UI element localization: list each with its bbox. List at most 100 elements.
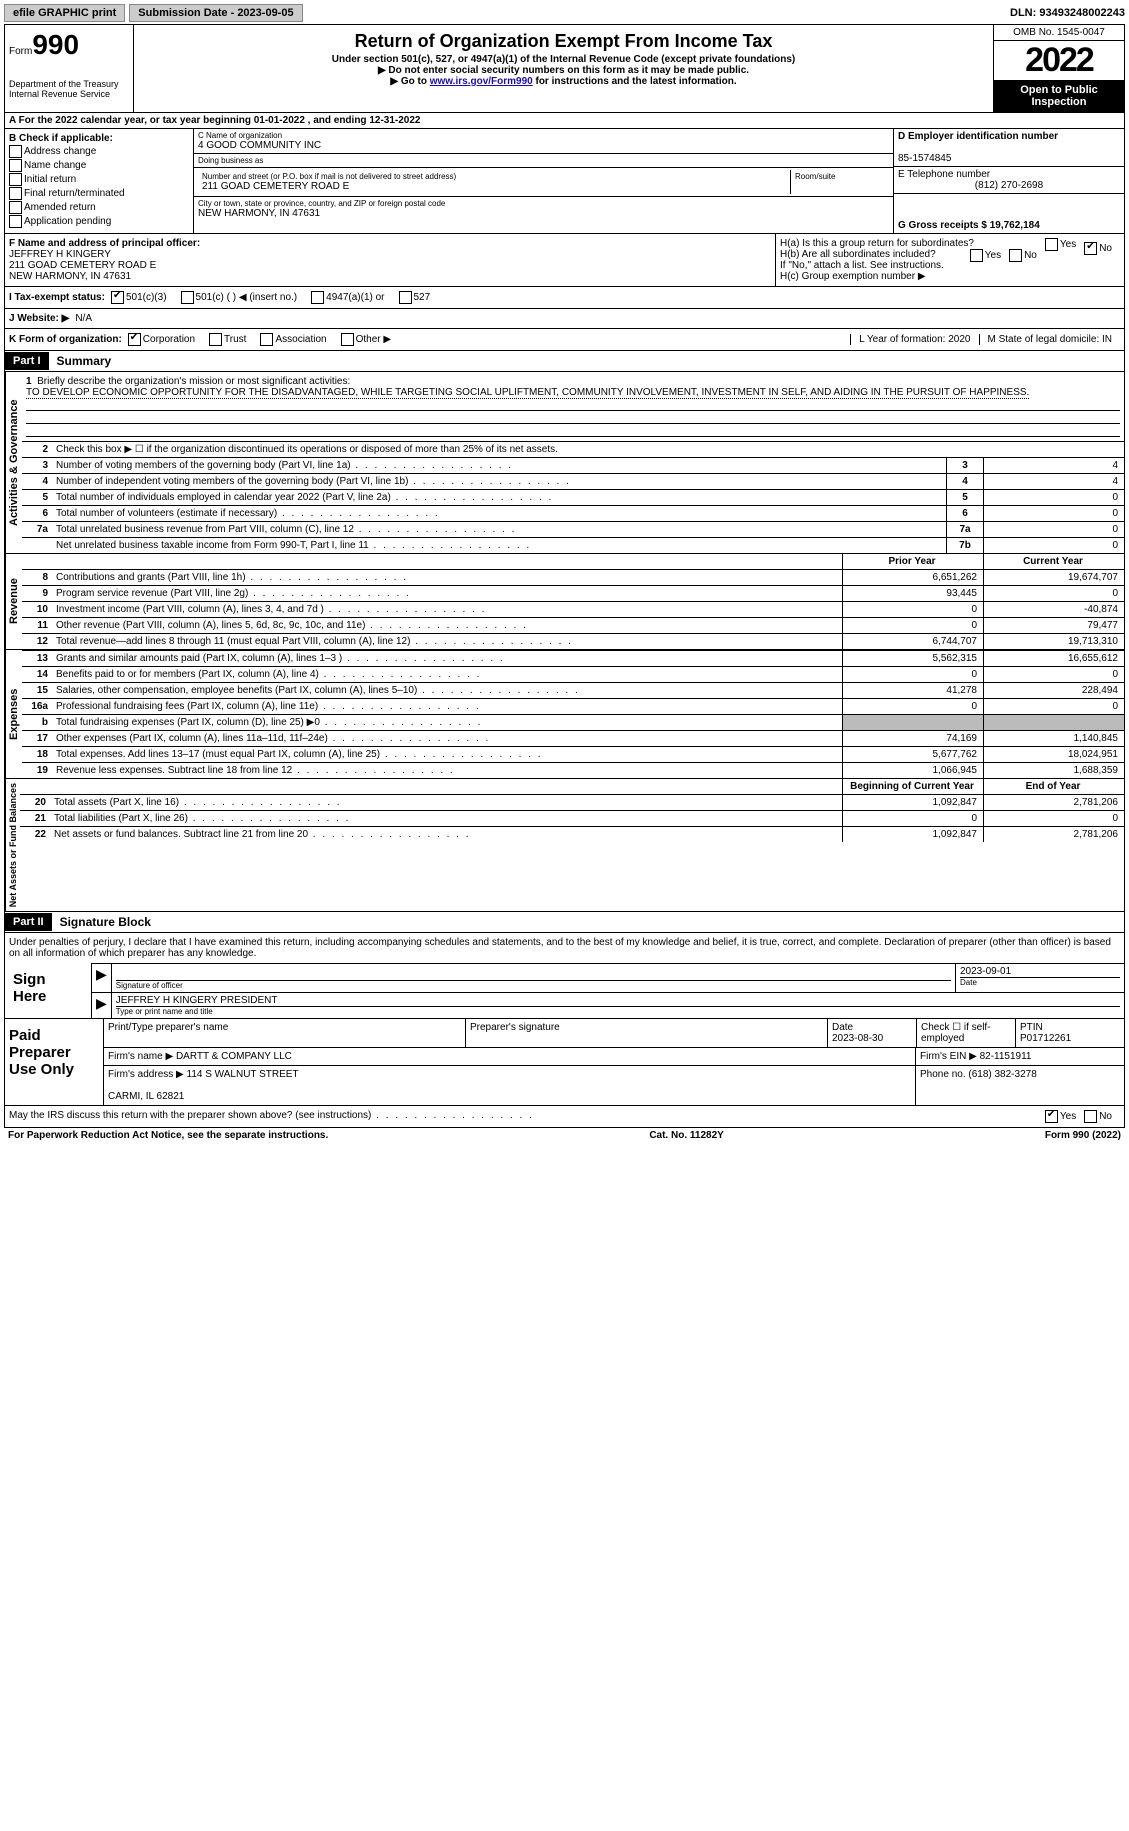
top-toolbar: efile GRAPHIC print Submission Date - 20…: [4, 4, 1125, 22]
year-formation: L Year of formation: 2020: [850, 334, 978, 345]
vtab-netassets: Net Assets or Fund Balances: [5, 779, 20, 911]
irs-link[interactable]: www.irs.gov/Form990: [430, 76, 533, 87]
cb-association[interactable]: Association: [260, 333, 326, 346]
vtab-revenue: Revenue: [5, 554, 22, 649]
ha-no[interactable]: No: [1084, 242, 1112, 255]
preparer-block: Paid Preparer Use Only Print/Type prepar…: [4, 1019, 1125, 1106]
cb-address-change[interactable]: Address change: [9, 145, 189, 158]
section-governance: Activities & Governance 1 Briefly descri…: [4, 372, 1125, 554]
exp-table: 13Grants and similar amounts paid (Part …: [22, 650, 1124, 778]
arrow-icon-2: ▶: [92, 993, 112, 1018]
firm-ein: Firm's EIN ▶ 82-1151911: [916, 1048, 1124, 1065]
officer-addr1: 211 GOAD CEMETERY ROAD E: [9, 260, 156, 271]
f-label: F Name and address of principal officer:: [9, 238, 200, 249]
cb-final-return[interactable]: Final return/terminated: [9, 187, 189, 200]
gov-table: 2Check this box ▶ ☐ if the organization …: [22, 441, 1124, 553]
dln: DLN: 93493248002243: [1010, 7, 1125, 19]
sig-date-label: Date: [960, 977, 1120, 987]
hb-no[interactable]: No: [1009, 249, 1037, 262]
footer-bar: For Paperwork Reduction Act Notice, see …: [4, 1128, 1125, 1143]
discuss-no[interactable]: No: [1084, 1110, 1112, 1123]
korg-label: K Form of organization:: [9, 334, 122, 345]
preparer-label: Paid Preparer Use Only: [5, 1019, 103, 1105]
cb-corporation[interactable]: Corporation: [128, 333, 195, 346]
efile-button[interactable]: efile GRAPHIC print: [4, 4, 125, 22]
part2-title: Signature Block: [52, 912, 159, 932]
firm-name: Firm's name ▶ DARTT & COMPANY LLC: [104, 1048, 916, 1065]
discuss-yes[interactable]: Yes: [1045, 1110, 1076, 1123]
phone-value: (812) 270-2698: [898, 180, 1120, 191]
hb-note: If "No," attach a list. See instructions…: [780, 260, 1120, 271]
phone-label: E Telephone number: [898, 169, 1120, 180]
part1-title: Summary: [49, 351, 120, 371]
cb-initial-return[interactable]: Initial return: [9, 173, 189, 186]
tax-exempt-status: I Tax-exempt status: 501(c)(3) 501(c) ( …: [4, 287, 1125, 309]
part2-tag: Part II: [5, 913, 52, 931]
hb-yes[interactable]: Yes: [970, 249, 1001, 262]
ein-value: 85-1574845: [898, 153, 951, 164]
cy-header: Current Year: [984, 554, 1125, 570]
cb-amended-return[interactable]: Amended return: [9, 201, 189, 214]
dba-label: Doing business as: [198, 156, 889, 165]
section-revenue: Revenue Prior YearCurrent Year 8Contribu…: [4, 554, 1125, 650]
cb-4947[interactable]: 4947(a)(1) or: [311, 291, 384, 304]
signature-block: Under penalties of perjury, I declare th…: [4, 933, 1125, 1019]
cb-application-pending[interactable]: Application pending: [9, 215, 189, 228]
subtitle-1: Under section 501(c), 527, or 4947(a)(1)…: [138, 54, 989, 65]
form-header: Form990 Department of the Treasury Inter…: [4, 24, 1125, 113]
firm-phone: Phone no. (618) 382-3278: [916, 1066, 1124, 1105]
cb-527[interactable]: 527: [399, 291, 431, 304]
ha-yes[interactable]: Yes: [1045, 238, 1076, 251]
form-number: 990: [32, 29, 79, 60]
c-name-label: C Name of organization: [198, 131, 889, 140]
bcy-header: Beginning of Current Year: [843, 779, 984, 795]
street-value: 211 GOAD CEMETERY ROAD E: [202, 181, 786, 192]
ha-label: H(a) Is this a group return for subordin…: [780, 238, 974, 249]
officer-name: JEFFREY H KINGERY: [9, 249, 111, 260]
cb-trust[interactable]: Trust: [209, 333, 246, 346]
prep-date: Date 2023-08-30: [828, 1019, 917, 1047]
sig-declaration: Under penalties of perjury, I declare th…: [5, 933, 1124, 963]
website-row: J Website: ▶ N/A: [4, 309, 1125, 329]
part1-header: Part I Summary: [4, 351, 1125, 372]
form-of-org-row: K Form of organization: Corporation Trus…: [4, 329, 1125, 351]
officer-addr2: NEW HARMONY, IN 47631: [9, 271, 131, 282]
cb-501c3[interactable]: 501(c)(3): [111, 291, 167, 304]
goto-post: for instructions and the latest informat…: [533, 76, 737, 87]
form-word: Form: [9, 46, 32, 57]
prep-sig-label: Preparer's signature: [466, 1019, 828, 1047]
org-name: 4 GOOD COMMUNITY INC: [198, 140, 889, 151]
hb-label: H(b) Are all subordinates included?: [780, 249, 936, 260]
vtab-expenses: Expenses: [5, 650, 22, 778]
dept-treasury: Department of the Treasury Internal Reve…: [9, 79, 129, 99]
website-value: N/A: [75, 313, 92, 324]
cb-other[interactable]: Other ▶: [341, 333, 391, 346]
discuss-row: May the IRS discuss this return with the…: [4, 1106, 1125, 1128]
street-label: Number and street (or P.O. box if mail i…: [202, 172, 786, 181]
eoy-header: End of Year: [984, 779, 1125, 795]
tax-year: 2022: [994, 41, 1124, 80]
cb-name-change[interactable]: Name change: [9, 159, 189, 172]
ein-label: D Employer identification number: [898, 131, 1058, 142]
cat-no: Cat. No. 11282Y: [649, 1130, 723, 1141]
na-table: Beginning of Current YearEnd of Year 20T…: [20, 779, 1124, 842]
rev-table: Prior YearCurrent Year 8Contributions an…: [22, 554, 1124, 649]
sig-officer-label: Signature of officer: [116, 980, 951, 990]
arrow-icon: ▶: [92, 964, 112, 992]
discuss-question: May the IRS discuss this return with the…: [9, 1110, 1045, 1123]
org-info-block: B Check if applicable: Address change Na…: [4, 129, 1125, 234]
subtitle-2: ▶ Do not enter social security numbers o…: [138, 65, 989, 76]
part1-tag: Part I: [5, 352, 49, 370]
sig-name-label: Type or print name and title: [116, 1006, 1120, 1016]
room-label: Room/suite: [795, 172, 885, 181]
officer-group-block: F Name and address of principal officer:…: [4, 234, 1125, 287]
check-b-label: B Check if applicable:: [9, 133, 113, 144]
form-title: Return of Organization Exempt From Incom…: [138, 31, 989, 52]
cb-501c[interactable]: 501(c) ( ) ◀ (insert no.): [181, 291, 298, 304]
prep-selfemp[interactable]: Check ☐ if self-employed: [917, 1019, 1016, 1047]
mission-q: Briefly describe the organization's miss…: [37, 376, 350, 387]
row-a-period: A For the 2022 calendar year, or tax yea…: [4, 113, 1125, 129]
mission-text: TO DEVELOP ECONOMIC OPPORTUNITY FOR THE …: [26, 387, 1029, 399]
omb-number: OMB No. 1545-0047: [994, 25, 1124, 41]
section-netassets: Net Assets or Fund Balances Beginning of…: [4, 779, 1125, 912]
